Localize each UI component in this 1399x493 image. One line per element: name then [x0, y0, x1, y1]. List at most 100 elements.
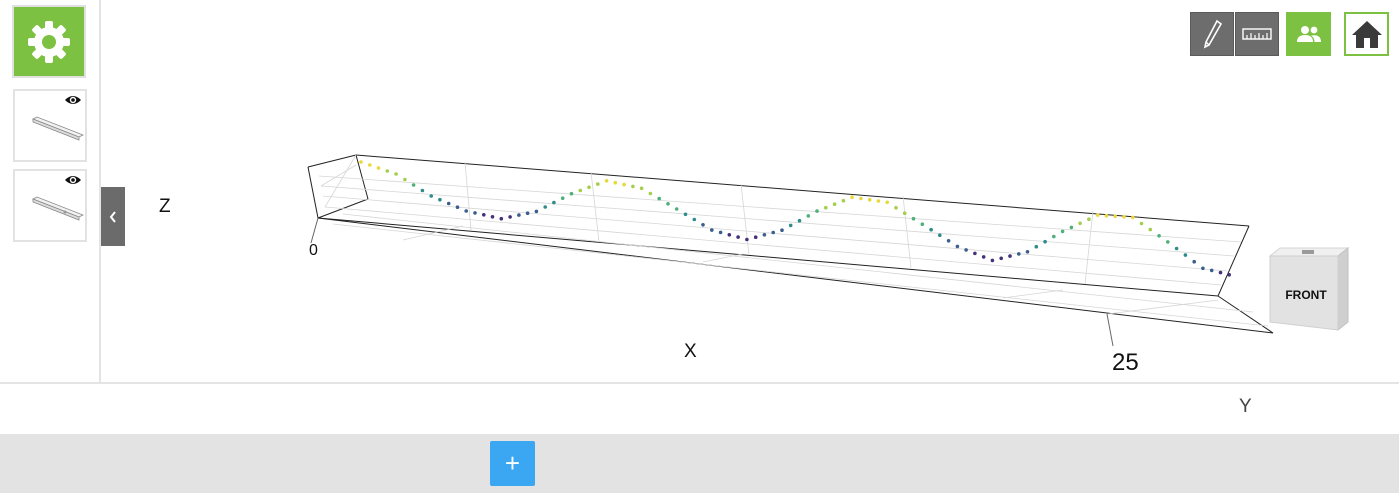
- settings-button[interactable]: [12, 5, 86, 78]
- scatter-point: [929, 227, 933, 232]
- scatter-point: [1209, 268, 1214, 273]
- scatter-point: [920, 222, 925, 226]
- scatter-point: [1095, 213, 1100, 217]
- scatter-point: [420, 188, 425, 193]
- scatter-point: [560, 196, 565, 200]
- scatter-point: [780, 228, 784, 232]
- scatter-point: [1025, 250, 1030, 254]
- scatter-point: [999, 256, 1003, 261]
- scatter-point: [692, 217, 697, 222]
- scatter-point: [1104, 213, 1109, 218]
- scatter-point: [482, 213, 486, 217]
- scatter-point: [1139, 221, 1144, 226]
- plot-box: [307, 154, 1274, 334]
- plot-grid: [318, 154, 1269, 327]
- scatter-point: [429, 194, 434, 198]
- scatter-point: [674, 207, 679, 211]
- scatter-point: [885, 200, 889, 205]
- scatter-point: [473, 211, 477, 215]
- x-tick-marks: [310, 217, 1114, 347]
- draw-tool-button[interactable]: [1190, 12, 1234, 56]
- scatter-point: [403, 177, 407, 182]
- scatter-point: [727, 233, 732, 237]
- scatter-point: [657, 196, 661, 201]
- sidebar: [0, 0, 101, 382]
- scatter-point: [1157, 234, 1161, 238]
- collaborators-button[interactable]: [1286, 12, 1331, 56]
- scatter-point: [710, 228, 714, 232]
- measure-tool-button[interactable]: [1235, 12, 1279, 56]
- divider: [0, 382, 1399, 384]
- scatter-point: [850, 195, 854, 199]
- scatter-point: [832, 202, 837, 206]
- gear-icon: [28, 20, 70, 63]
- scatter-point: [1192, 259, 1196, 264]
- scatter-point: [1043, 239, 1047, 244]
- scatter-point: [718, 230, 723, 235]
- scatter-point: [517, 213, 521, 217]
- bottom-bar: [0, 434, 1399, 493]
- scatter-point: [876, 199, 881, 203]
- scatter-point: [411, 183, 416, 187]
- scatter-point: [1078, 221, 1082, 226]
- y-axis-label: Y: [1239, 396, 1252, 417]
- eye-icon[interactable]: [64, 174, 82, 186]
- scatter-point: [1060, 229, 1065, 234]
- scatter-points: [359, 160, 1231, 277]
- scatter-point: [446, 201, 451, 206]
- scatter-point: [1052, 234, 1056, 239]
- home-view-button[interactable]: [1344, 12, 1389, 56]
- scatter-point: [867, 198, 872, 202]
- scatter-point: [762, 233, 767, 237]
- scatter-point: [368, 163, 372, 167]
- scatter-point: [639, 186, 644, 191]
- users-icon: [1296, 26, 1321, 42]
- z-tick-label: 0: [309, 242, 318, 259]
- scatter-point: [1201, 266, 1205, 271]
- x-tick-label: 25: [1112, 349, 1139, 376]
- plot-viewer[interactable]: Z 0 X 25: [103, 0, 1399, 382]
- scatter-point: [613, 180, 618, 185]
- beam-preview-image: [32, 196, 84, 221]
- model-thumbnail-2[interactable]: [13, 169, 87, 242]
- scatter-point: [1183, 253, 1188, 257]
- ruler-icon: [1242, 28, 1272, 40]
- scatter-point: [745, 237, 749, 242]
- scatter-point: [578, 188, 583, 193]
- scatter-point: [736, 235, 740, 239]
- view-cube-front-label: FRONT: [1285, 288, 1327, 302]
- add-button[interactable]: +: [490, 441, 535, 486]
- scatter-point: [683, 212, 688, 217]
- scatter-point: [1017, 252, 1021, 256]
- scatter-point: [376, 166, 381, 170]
- scatter-point: [1087, 217, 1091, 221]
- scatter-point: [394, 172, 398, 176]
- model-thumbnail-1[interactable]: [13, 89, 87, 162]
- scatter-point: [604, 179, 609, 183]
- scatter-point: [938, 233, 942, 237]
- scatter-point: [788, 223, 793, 228]
- scatter-point: [622, 182, 626, 187]
- scatter-point: [973, 251, 977, 256]
- scatter-point: [534, 209, 539, 214]
- scatter-point: [569, 191, 574, 196]
- scatter-point: [955, 244, 960, 249]
- scatter-point: [648, 191, 653, 196]
- scatter-point: [631, 184, 635, 189]
- scatter-point: [587, 185, 591, 190]
- sidebar-collapse-button[interactable]: [101, 187, 125, 246]
- scatter-point: [981, 255, 986, 259]
- beam-preview-image: [32, 116, 84, 141]
- scatter-point: [1131, 215, 1135, 220]
- view-cube[interactable]: [1268, 244, 1352, 334]
- scatter-point: [438, 197, 442, 202]
- scatter-point: [701, 223, 705, 227]
- scatter-point: [771, 230, 775, 235]
- eye-icon[interactable]: [64, 94, 82, 106]
- scatter-point: [508, 215, 512, 219]
- scatter-point: [552, 200, 556, 205]
- pen-icon: [1203, 19, 1223, 49]
- scatter-point: [525, 211, 530, 215]
- scatter-point: [666, 202, 670, 206]
